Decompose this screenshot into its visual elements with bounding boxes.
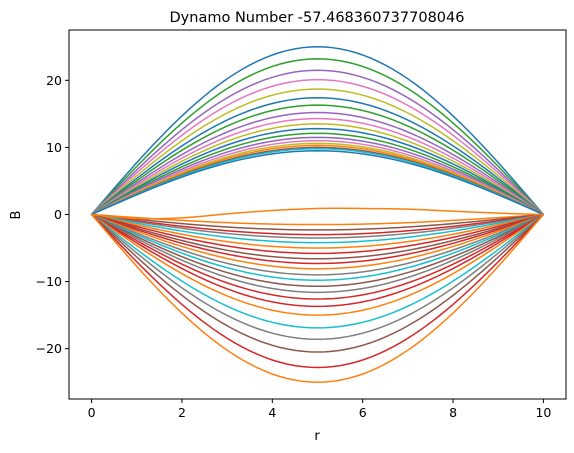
y-tick-label: 0 [54,207,62,222]
series-line-4 [91,88,544,216]
y-axis: −20 −10 0 10 20 [36,73,69,356]
x-tick-label: 6 [359,405,367,420]
series-line-20 [91,213,544,231]
series-line-1 [91,58,544,216]
y-tick-label: 10 [46,140,62,155]
y-tick-label: −10 [36,274,62,289]
series-line-10 [91,127,544,216]
series-line-39 [91,213,544,369]
series-line-36 [91,213,544,329]
series-line-38 [91,213,544,353]
series-line-33 [91,213,544,300]
x-tick-label: 0 [88,405,96,420]
series-line-24 [91,213,544,249]
series-line-7 [91,111,544,216]
series-line-5 [91,97,544,216]
series-line-12 [91,136,544,216]
y-tick-label: −20 [36,341,62,356]
series-line-0 [91,46,544,215]
series-line-32 [91,213,544,294]
x-tick-label: 4 [268,405,276,420]
series-line-23 [91,213,544,244]
series-line-3 [91,78,544,216]
series-line-22 [91,213,544,239]
x-axis: 0 2 4 6 8 10 [88,399,551,420]
x-axis-label: r [314,429,320,444]
series-line-40 [91,214,544,383]
series-line-special-0 [91,207,544,220]
y-axis-label: B [9,211,24,220]
series-line-13 [91,139,544,216]
series-line-15 [91,144,544,216]
series-line-26 [91,213,544,260]
series-layer [91,46,544,383]
series-line-18 [91,150,544,216]
x-tick-label: 8 [449,405,457,420]
series-line-21 [91,213,544,236]
series-line-29 [91,213,544,276]
series-line-6 [91,104,544,216]
series-line-11 [91,132,544,216]
x-tick-label: 2 [178,405,186,420]
series-line-30 [91,213,544,282]
y-tick-label: 20 [46,73,62,88]
series-line-14 [91,142,544,216]
series-line-25 [91,213,544,255]
x-tick-label: 10 [535,405,551,420]
series-line-8 [91,117,544,216]
series-line-34 [91,213,544,308]
series-line-28 [91,213,544,270]
series-line-19 [91,213,544,226]
series-line-17 [91,147,544,216]
series-line-35 [91,213,544,316]
series-line-37 [91,213,544,341]
chart-title: Dynamo Number -57.468360737708046 [170,10,465,26]
series-line-2 [91,69,544,216]
series-line-27 [91,213,544,265]
series-line-31 [91,213,544,288]
series-line-9 [91,123,544,216]
